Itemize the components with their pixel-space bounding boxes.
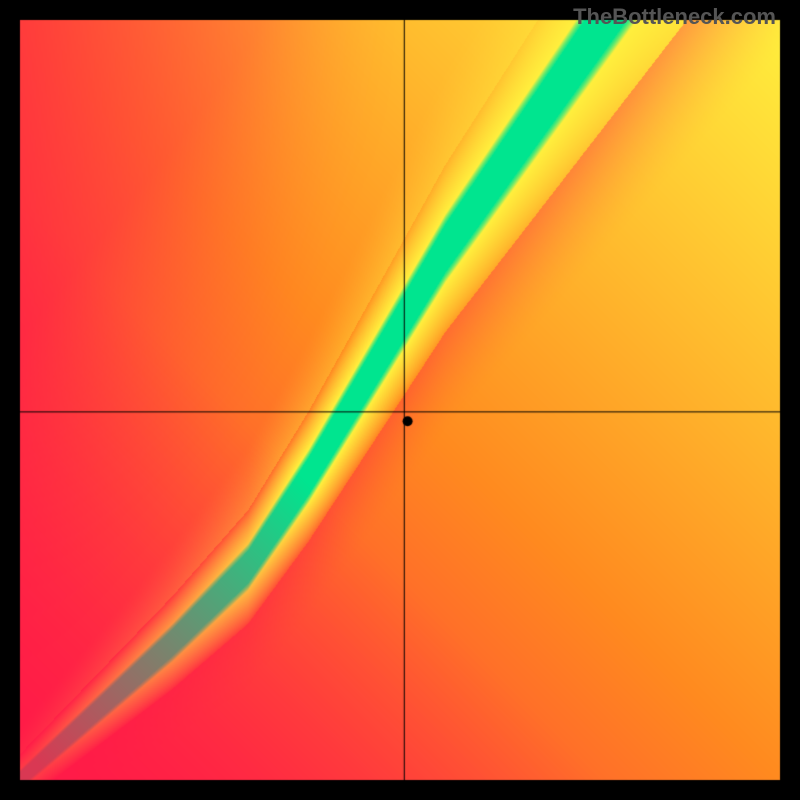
chart-container: { "watermark": { "text": "TheBottleneck.…	[0, 0, 800, 800]
bottleneck-heatmap	[0, 0, 800, 800]
watermark-text: TheBottleneck.com	[573, 4, 776, 30]
